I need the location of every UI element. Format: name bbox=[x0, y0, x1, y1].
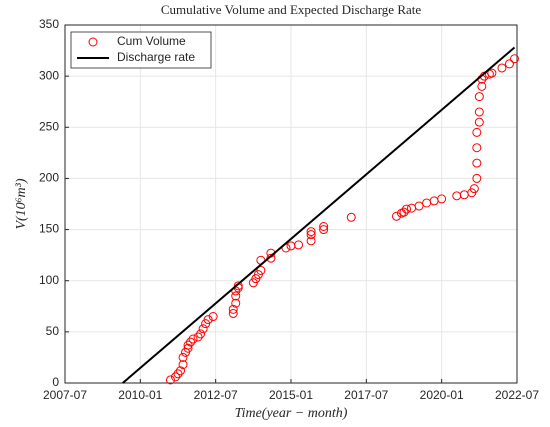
data-point bbox=[472, 127, 482, 137]
data-point bbox=[266, 253, 276, 263]
data-point bbox=[208, 312, 218, 322]
y-tick-label: 0 bbox=[52, 375, 59, 389]
data-point bbox=[459, 190, 469, 200]
legend-marker bbox=[88, 37, 98, 47]
data-point bbox=[178, 360, 188, 370]
x-tick-label: 2015-01 bbox=[269, 388, 313, 402]
data-point bbox=[228, 308, 238, 318]
data-point bbox=[437, 194, 447, 204]
data-point bbox=[198, 324, 208, 334]
data-point bbox=[178, 352, 188, 362]
legend-label: Discharge rate bbox=[117, 50, 195, 64]
x-tick-label: 2012-07 bbox=[194, 388, 238, 402]
data-point bbox=[474, 107, 484, 117]
y-tick-label: 200 bbox=[39, 171, 59, 185]
y-tick-label: 350 bbox=[39, 17, 59, 31]
x-tick-label: 2022-07 bbox=[495, 388, 539, 402]
data-point bbox=[183, 340, 193, 350]
y-axis-label: V(10⁶m³) bbox=[14, 178, 29, 229]
data-point bbox=[477, 81, 487, 91]
data-point bbox=[414, 201, 424, 211]
data-point bbox=[231, 298, 241, 308]
x-tick-label: 2017-07 bbox=[344, 388, 388, 402]
data-point bbox=[188, 334, 198, 344]
data-point bbox=[233, 281, 243, 291]
data-point bbox=[165, 375, 175, 385]
x-tick-label: 2007-07 bbox=[43, 388, 87, 402]
data-point bbox=[452, 191, 462, 201]
data-point bbox=[391, 211, 401, 221]
data-point bbox=[231, 291, 241, 301]
data-point bbox=[319, 222, 329, 232]
data-point bbox=[196, 329, 206, 339]
data-point bbox=[183, 343, 193, 353]
chart-title: Cumulative Volume and Expected Discharge… bbox=[161, 2, 422, 17]
data-point bbox=[306, 230, 316, 240]
data-point bbox=[306, 236, 316, 246]
data-point bbox=[487, 68, 497, 78]
legend-label: Cum Volume bbox=[117, 34, 186, 48]
data-point bbox=[472, 173, 482, 183]
y-tick-label: 100 bbox=[39, 273, 59, 287]
plot-frame bbox=[64, 24, 518, 384]
data-point bbox=[294, 240, 304, 250]
data-point bbox=[346, 212, 356, 222]
data-point bbox=[497, 63, 507, 73]
data-point bbox=[472, 158, 482, 168]
y-tick-label: 250 bbox=[39, 119, 59, 133]
data-point bbox=[306, 227, 316, 237]
data-point bbox=[429, 196, 439, 206]
x-tick-label: 2020-01 bbox=[420, 388, 464, 402]
data-point bbox=[469, 184, 479, 194]
x-tick-label: 2010-01 bbox=[118, 388, 162, 402]
data-point bbox=[509, 54, 519, 64]
data-point bbox=[173, 369, 183, 379]
data-point bbox=[504, 59, 514, 69]
data-point bbox=[407, 203, 417, 213]
data-point bbox=[186, 337, 196, 347]
data-point bbox=[422, 198, 432, 208]
y-tick-label: 50 bbox=[46, 324, 60, 338]
data-point bbox=[474, 117, 484, 127]
y-tick-label: 300 bbox=[39, 68, 59, 82]
data-point bbox=[319, 225, 329, 235]
data-point bbox=[193, 332, 203, 342]
data-point bbox=[399, 207, 409, 217]
data-point bbox=[176, 366, 186, 376]
discharge-line bbox=[122, 46, 516, 384]
y-tick-label: 150 bbox=[39, 222, 59, 236]
data-point bbox=[203, 315, 213, 325]
data-point bbox=[402, 204, 412, 214]
data-point bbox=[472, 143, 482, 153]
data-point bbox=[256, 265, 266, 275]
data-point bbox=[474, 92, 484, 102]
data-point bbox=[228, 304, 238, 314]
x-axis-label: Time(year − month) bbox=[235, 406, 348, 421]
data-point bbox=[170, 372, 180, 382]
